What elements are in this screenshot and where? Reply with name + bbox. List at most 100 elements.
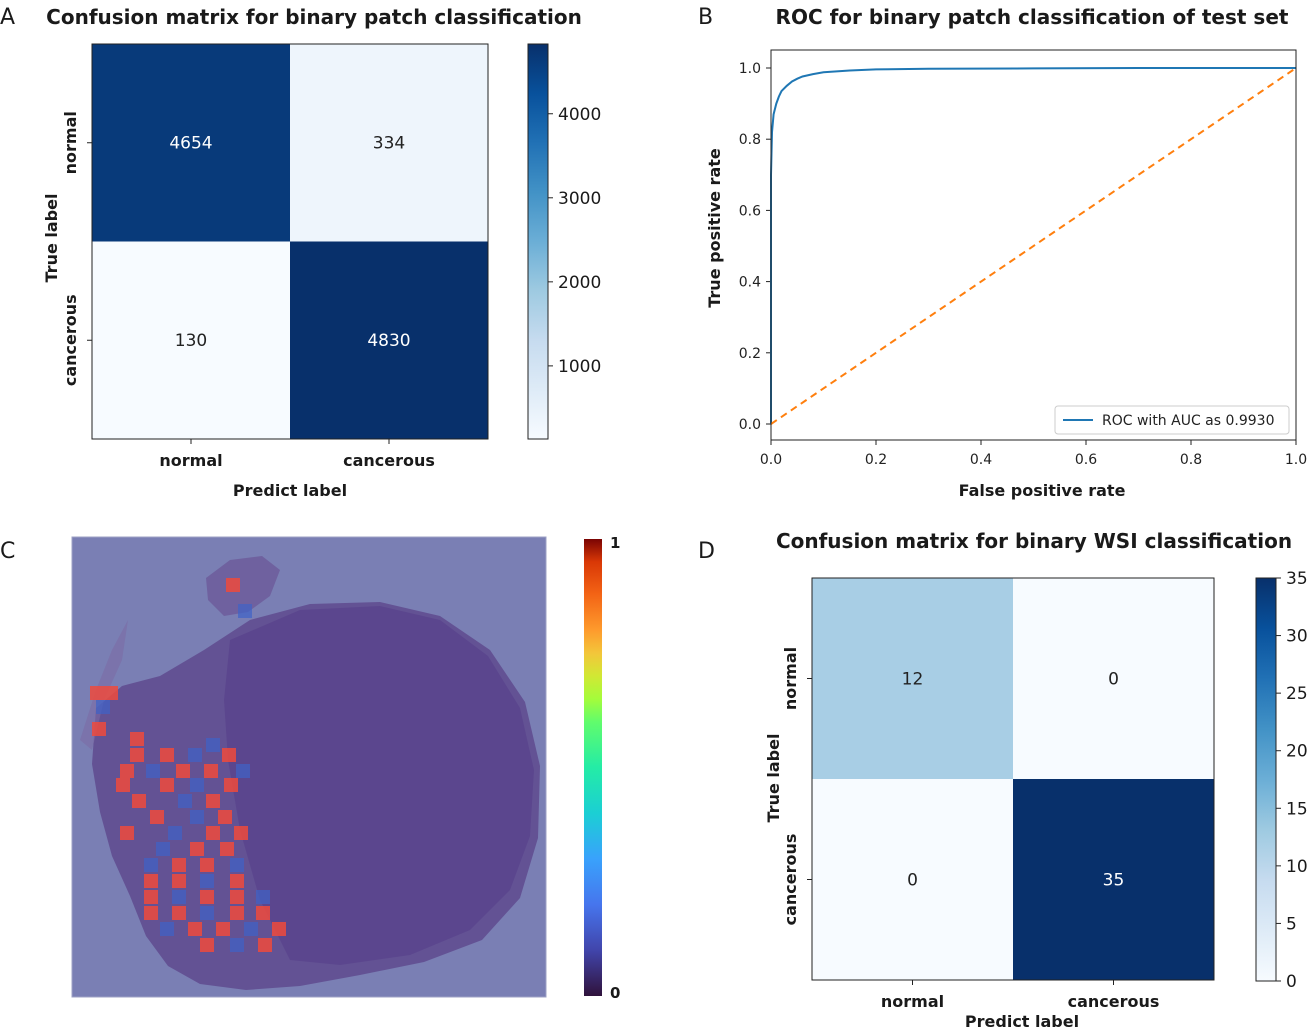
wsi-patch xyxy=(168,826,182,840)
colorbar-tick-label: 3000 xyxy=(558,189,601,209)
wsi-patch xyxy=(172,890,186,904)
wsi-patch xyxy=(146,764,160,778)
panel-c-wsi-heatmap: 1 0 xyxy=(71,534,620,1002)
x-tick-label: 0.6 xyxy=(1075,452,1097,468)
panel-letter-d: D xyxy=(698,539,715,564)
x-tick-label: 0.0 xyxy=(760,452,782,468)
wsi-patch xyxy=(160,748,174,762)
matrix-cell-value: 130 xyxy=(175,331,207,351)
y-tick-label: cancerous xyxy=(781,834,800,926)
matrix-cell-value: 0 xyxy=(1108,669,1119,689)
x-tick-label: 0.2 xyxy=(865,452,887,468)
colorbar-tick-label: 0 xyxy=(1286,972,1297,992)
panel-d-title: Confusion matrix for binary WSI classifi… xyxy=(776,529,1292,553)
wsi-patch xyxy=(144,890,158,904)
colorbar-tick-label: 1000 xyxy=(558,357,601,377)
panel-a-frame xyxy=(91,43,489,440)
x-tick-label: normal xyxy=(881,992,944,1011)
wsi-patch xyxy=(172,874,186,888)
wsi-patch xyxy=(160,778,174,792)
wsi-patch xyxy=(256,906,270,920)
wsi-patch xyxy=(200,938,214,952)
x-tick-label: 0.8 xyxy=(1180,452,1202,468)
roc-curve xyxy=(770,67,1296,424)
wsi-patch xyxy=(132,794,146,808)
wsi-patch xyxy=(226,578,240,592)
x-tick-label: cancerous xyxy=(343,451,435,470)
wsi-patch xyxy=(172,858,186,872)
wsi-patch xyxy=(200,906,214,920)
wsi-patch xyxy=(234,826,248,840)
panel-c-cbar-max: 1 xyxy=(610,534,620,552)
y-tick-label: normal xyxy=(781,647,800,710)
wsi-patch xyxy=(96,700,110,714)
wsi-patch xyxy=(236,764,250,778)
panel-a-colorbar xyxy=(527,43,549,440)
wsi-patch xyxy=(120,826,134,840)
y-tick-label: 0.6 xyxy=(739,203,761,219)
matrix-cell xyxy=(812,578,1013,779)
x-tick-label: 1.0 xyxy=(1285,452,1307,468)
x-tick-label: cancerous xyxy=(1068,992,1160,1011)
y-tick-label: 0.8 xyxy=(739,132,761,148)
panel-c-frame xyxy=(71,536,547,998)
matrix-cell-value: 4830 xyxy=(367,331,410,351)
panel-b-legend: ROC with AUC as 0.9930 xyxy=(1054,405,1290,435)
panel-a-xlabel: Predict label xyxy=(233,481,347,500)
matrix-cell-value: 0 xyxy=(907,870,918,890)
wsi-patch xyxy=(200,890,214,904)
wsi-patch xyxy=(156,842,170,856)
panel-b-frame xyxy=(770,49,1297,441)
y-tick-label: 0.0 xyxy=(739,417,761,433)
panel-d-colorbar xyxy=(1255,577,1277,982)
wsi-patch xyxy=(200,858,214,872)
matrix-cell xyxy=(290,241,488,439)
colorbar-tick-label: 4000 xyxy=(558,105,601,125)
panel-c-colorbar xyxy=(584,539,602,996)
matrix-cell xyxy=(290,44,488,242)
wsi-patch xyxy=(244,922,258,936)
wsi-patch xyxy=(230,874,244,888)
colorbar-tick-label: 25 xyxy=(1286,684,1308,704)
wsi-patch xyxy=(90,686,104,700)
wsi-patch xyxy=(190,778,204,792)
wsi-patch xyxy=(218,810,232,824)
wsi-patch xyxy=(188,922,202,936)
colorbar-tick-label: 20 xyxy=(1286,742,1308,762)
colorbar-tick-label: 5 xyxy=(1286,914,1297,934)
wsi-patch xyxy=(230,858,244,872)
x-tick-label: 0.4 xyxy=(970,452,992,468)
panel-letter-c: C xyxy=(0,539,15,564)
matrix-cell xyxy=(1013,779,1214,980)
chance-line xyxy=(770,67,1297,425)
panel-b-ylabel: True positive rate xyxy=(705,148,724,308)
y-tick-label: 0.2 xyxy=(739,346,761,362)
panel-a-title: Confusion matrix for binary patch classi… xyxy=(46,5,582,29)
matrix-cell-value: 35 xyxy=(1103,870,1125,890)
panel-b-roc-chart: ROC for binary patch classification of t… xyxy=(705,5,1307,500)
panel-a-ylabel: True label xyxy=(42,194,61,283)
wsi-patch xyxy=(176,764,190,778)
wsi-patch xyxy=(160,922,174,936)
wsi-patch xyxy=(206,826,220,840)
matrix-cell xyxy=(1013,578,1214,779)
matrix-cell-value: 4654 xyxy=(169,134,212,154)
wsi-patch xyxy=(216,922,230,936)
colorbar-tick-label: 15 xyxy=(1286,799,1308,819)
y-tick-label: 1.0 xyxy=(739,61,761,77)
wsi-patch xyxy=(144,858,158,872)
wsi-patch xyxy=(116,778,130,792)
wsi-patch xyxy=(188,748,202,762)
wsi-tissue-strand xyxy=(80,620,128,750)
colorbar-tick-label: 2000 xyxy=(558,273,601,293)
wsi-patch xyxy=(220,842,234,856)
panel-letter-a: A xyxy=(0,5,15,30)
wsi-patch xyxy=(130,748,144,762)
colorbar-tick-label: 10 xyxy=(1286,857,1308,877)
matrix-cell-value: 12 xyxy=(902,669,924,689)
wsi-patch xyxy=(222,748,236,762)
wsi-patch xyxy=(206,794,220,808)
wsi-patch xyxy=(190,842,204,856)
wsi-patch xyxy=(172,906,186,920)
